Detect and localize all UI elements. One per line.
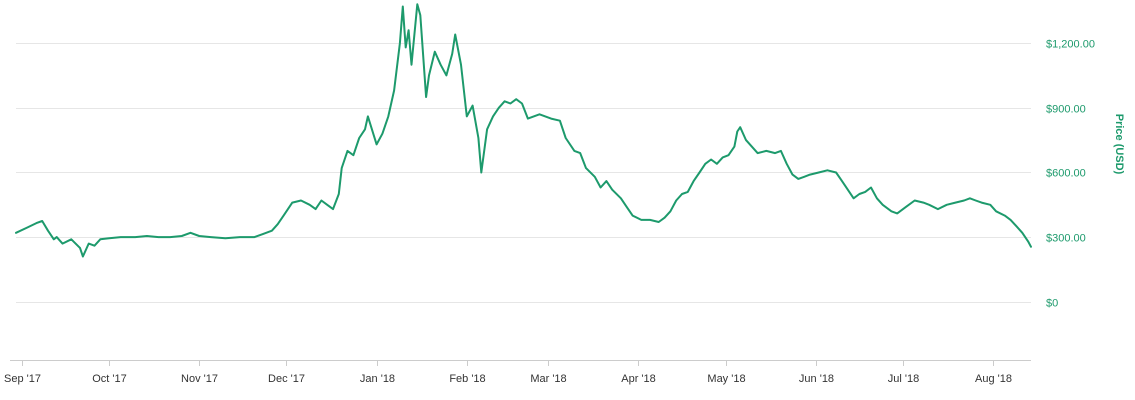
x-tick-label: Feb '18 (449, 373, 485, 385)
x-axis (10, 360, 1031, 366)
y-tick-label: $0 (1046, 298, 1058, 310)
grid-lines (16, 43, 1031, 303)
y-tick-label: $900.00 (1046, 104, 1086, 116)
y-tick-label: $1,200.00 (1046, 39, 1095, 51)
x-tick-label: Jun '18 (799, 373, 834, 385)
x-tick-label: Aug '18 (975, 373, 1012, 385)
y-tick-label: $600.00 (1046, 168, 1086, 180)
x-tick-label: Dec '17 (268, 373, 305, 385)
x-tick-label: Nov '17 (181, 373, 218, 385)
x-tick-label: Jan '18 (360, 373, 395, 385)
y-axis-labels: $0 $300.00 $600.00 $900.00 $1,200.00 (1046, 39, 1095, 310)
x-tick-label: Jul '18 (888, 373, 919, 385)
x-tick-label: May '18 (707, 373, 745, 385)
y-axis-title: Price (USD) (1113, 114, 1125, 175)
x-tick-label: Apr '18 (621, 373, 656, 385)
x-axis-labels: Sep '17 Oct '17 Nov '17 Dec '17 Jan '18 Feb '… (4, 373, 1012, 385)
x-tick-label: Oct '17 (92, 373, 127, 385)
x-tick-label: Sep '17 (4, 373, 41, 385)
y-tick-label: $300.00 (1046, 233, 1086, 245)
series-line-0 (15, 3, 1032, 258)
x-tick-label: Mar '18 (530, 373, 566, 385)
series-layer (15, 3, 1032, 258)
